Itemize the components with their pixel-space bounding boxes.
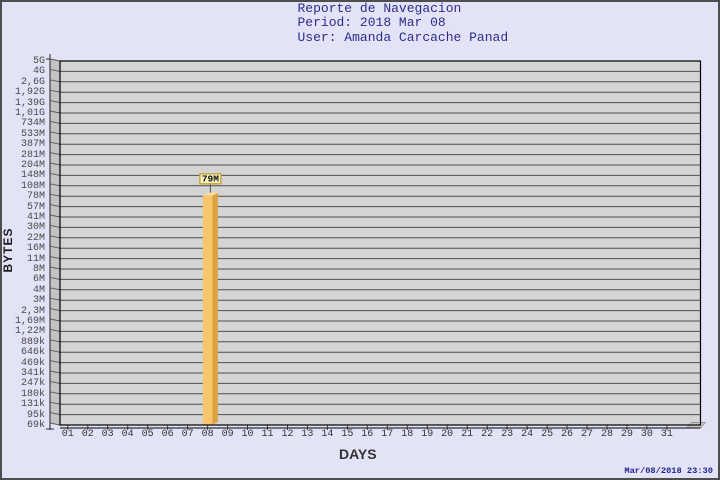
svg-text:79M: 79M [202, 174, 219, 185]
